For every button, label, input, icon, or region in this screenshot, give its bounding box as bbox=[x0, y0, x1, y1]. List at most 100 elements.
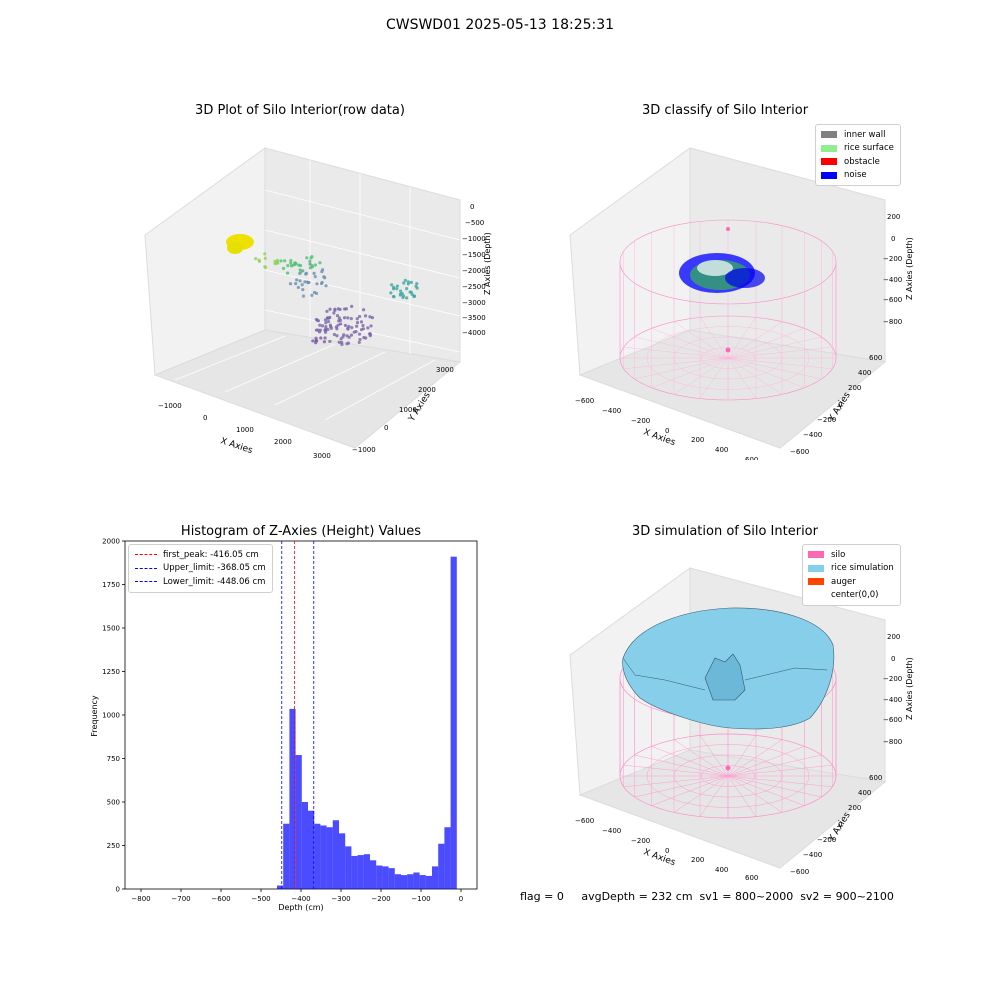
raw-point bbox=[314, 336, 318, 340]
raw-point bbox=[326, 327, 330, 332]
raw-point bbox=[363, 314, 368, 318]
classify-silo-gridlines bbox=[619, 220, 837, 400]
raw-point bbox=[332, 332, 337, 337]
svg-text:−600: −600 bbox=[883, 716, 902, 724]
histogram-x-tick: −300 bbox=[331, 895, 350, 903]
histogram-bar bbox=[339, 833, 346, 889]
histogram-bar bbox=[332, 820, 339, 889]
raw-point bbox=[370, 316, 375, 320]
svg-text:0: 0 bbox=[470, 203, 474, 211]
raw-point bbox=[368, 332, 372, 336]
raw-point bbox=[298, 279, 302, 283]
raw-3d-plot: −1000 0 1000 2000 3000 −1000 0 1000 2000… bbox=[144, 147, 492, 460]
raw-point bbox=[312, 271, 316, 275]
raw-point bbox=[410, 292, 414, 296]
svg-text:−4000: −4000 bbox=[462, 329, 486, 337]
raw-point bbox=[257, 259, 262, 264]
histogram-bar bbox=[345, 846, 352, 889]
classify-3d-plot: −600 −400 −200 0 200 400 600 −600 −400 −… bbox=[569, 147, 914, 460]
simulation-3d-plot: −600 −400 −200 0 200 400 600 −600 −400 −… bbox=[569, 567, 914, 880]
raw-point bbox=[339, 322, 343, 326]
histogram-bar bbox=[370, 860, 377, 889]
raw-point bbox=[364, 336, 368, 340]
raw-scatter-points bbox=[254, 252, 419, 347]
raw-point bbox=[314, 291, 319, 295]
svg-text:−200: −200 bbox=[883, 255, 902, 263]
raw-point bbox=[324, 321, 328, 325]
raw-point bbox=[350, 304, 354, 308]
raw-point bbox=[325, 316, 330, 320]
svg-text:0: 0 bbox=[203, 414, 207, 422]
raw-point bbox=[368, 315, 372, 319]
histogram-bar bbox=[277, 885, 284, 889]
raw-3d-panes bbox=[144, 147, 462, 449]
histogram-bar bbox=[450, 556, 457, 889]
svg-text:600: 600 bbox=[869, 354, 882, 362]
histogram-bar bbox=[326, 827, 333, 889]
raw-point bbox=[315, 282, 319, 286]
raw-point bbox=[335, 327, 339, 331]
raw-point bbox=[288, 282, 293, 286]
raw-point bbox=[333, 307, 337, 311]
raw-point bbox=[402, 281, 406, 285]
raw-point bbox=[389, 291, 393, 295]
svg-text:−200: −200 bbox=[631, 837, 650, 845]
histogram-x-label: Depth (cm) bbox=[278, 903, 323, 912]
histogram-bar bbox=[394, 874, 401, 889]
svg-text:−400: −400 bbox=[883, 276, 902, 284]
raw-point bbox=[358, 337, 362, 342]
raw-point bbox=[303, 280, 307, 284]
raw-point bbox=[276, 261, 280, 265]
raw-point bbox=[359, 328, 364, 332]
raw-point bbox=[325, 309, 329, 313]
raw-point bbox=[322, 340, 327, 344]
svg-text:−1000: −1000 bbox=[352, 446, 376, 454]
svg-text:600: 600 bbox=[745, 456, 758, 460]
legend-item-inner-wall: inner wall bbox=[821, 128, 894, 142]
raw-point bbox=[406, 280, 410, 284]
histogram-bar bbox=[413, 872, 420, 889]
raw-point bbox=[350, 326, 354, 330]
histogram-bar bbox=[376, 865, 383, 889]
histogram-bar bbox=[388, 868, 395, 889]
raw-point bbox=[320, 324, 325, 328]
svg-text:2000: 2000 bbox=[274, 438, 292, 446]
raw-point bbox=[313, 263, 317, 267]
raw-point bbox=[357, 340, 361, 345]
raw-point bbox=[415, 286, 419, 290]
svg-text:3000: 3000 bbox=[313, 452, 331, 460]
raw-point bbox=[311, 339, 315, 343]
raw-point bbox=[405, 287, 409, 291]
raw-point bbox=[281, 266, 286, 270]
raw-point bbox=[314, 317, 318, 322]
histogram-x-tick: −500 bbox=[251, 895, 270, 903]
raw-point bbox=[390, 283, 394, 287]
raw-point bbox=[366, 326, 370, 330]
histogram-bar bbox=[351, 855, 358, 889]
raw-point bbox=[336, 323, 340, 327]
histogram-bar bbox=[401, 875, 408, 889]
svg-text:−200: −200 bbox=[631, 417, 650, 425]
raw-point bbox=[296, 285, 300, 290]
raw-point bbox=[328, 307, 332, 311]
simulation-rice-surface bbox=[622, 607, 835, 771]
svg-text:−500: −500 bbox=[465, 219, 484, 227]
raw-point bbox=[345, 334, 349, 338]
raw-point bbox=[398, 293, 402, 297]
svg-text:200: 200 bbox=[887, 633, 900, 641]
histogram-bar bbox=[363, 854, 370, 889]
raw-point bbox=[408, 290, 412, 294]
legend-item-center: center(0,0) bbox=[808, 589, 894, 603]
histogram-y-tick: 750 bbox=[107, 755, 120, 763]
svg-text:−2500: −2500 bbox=[462, 283, 486, 291]
histogram-y-label: Frequency bbox=[90, 695, 99, 737]
raw-point bbox=[332, 311, 336, 315]
raw-point bbox=[355, 321, 360, 325]
raw-point bbox=[340, 342, 344, 347]
simulation-auger-column bbox=[704, 653, 746, 701]
svg-text:400: 400 bbox=[858, 789, 871, 797]
raw-point bbox=[314, 328, 319, 332]
histogram-y-tick: 1500 bbox=[102, 625, 120, 633]
raw-point bbox=[335, 334, 339, 338]
svg-text:600: 600 bbox=[745, 874, 758, 880]
